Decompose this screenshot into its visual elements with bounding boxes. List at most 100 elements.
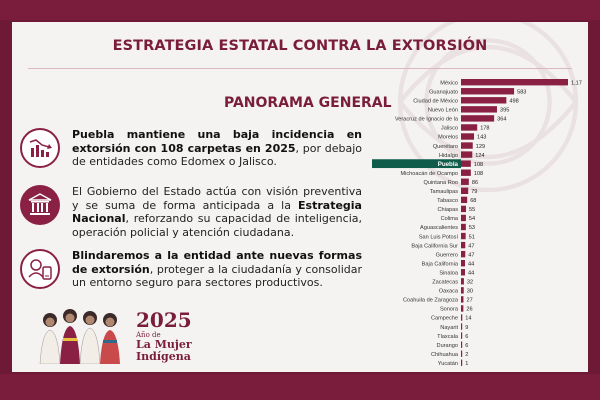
bar-chihuahua [461,350,463,357]
category-label-mexico: México [440,80,458,86]
bar-morelos [461,133,475,140]
value-label-chihuahua: 2 [465,352,468,358]
government-building-icon [20,185,60,225]
category-label-baja-california-sur: Baja California Sur [411,243,458,249]
value-label-tamaulipas: 79 [471,189,477,195]
section-subtitle: PANORAMA GENERAL [224,95,392,111]
value-label-michoacan-de-ocampo: 108 [474,171,483,177]
value-label-sinaloa: 44 [468,270,474,276]
value-label-guerrero: 47 [468,252,474,258]
bar-sonora [461,305,464,312]
category-label-guanajuato: Guanajuato [429,89,458,95]
category-label-nayarit: Nayarit [440,325,458,331]
bar-coahuila-de-zaragoza [461,296,464,303]
women-illustration [39,309,120,365]
brand-sub: Año de [136,331,161,339]
bar-colima [461,214,466,222]
value-label-morelos: 143 [477,135,486,141]
category-label-jalisco: Jalisco [441,126,458,132]
bar-chiapas [461,205,467,213]
value-label-veracruz-de-ignacio-de-la: 364 [497,117,506,123]
point-text: El Gobierno del Estado actúa con visión … [72,185,362,239]
category-label-zacatecas: Zacatecas [432,280,458,286]
phone-headset-icon [20,249,60,289]
value-label-san-luis-potosi: 51 [469,234,475,240]
point-bold: Puebla mantiene una baja incidencia en e… [72,128,362,155]
category-label-baja-california: Baja California [422,261,459,267]
category-label-michoacan-de-ocampo: Michoacán de Ocampo [400,171,458,177]
category-label-tabasco: Tabasco [437,198,458,204]
category-label-san-luis-potosi: San Luis Potosí [419,234,459,240]
value-label-queretaro: 129 [476,144,485,150]
bar-yucatan [461,359,463,366]
bar-mexico [461,79,568,86]
bar-oaxaca [461,287,464,294]
category-label-durango: Durango [437,343,458,349]
category-label-guerrero: Guerrero [436,252,458,258]
value-label-jalisco: 178 [480,126,489,132]
value-label-campeche: 14 [465,316,471,322]
slide-title: ESTRATEGIA ESTATAL CONTRA LA EXTORSIÓN [112,38,488,54]
value-label-zacatecas: 32 [467,280,473,286]
bar-veracruz-de-ignacio-de-la [461,115,495,122]
value-label-tlaxcala: 6 [465,334,468,340]
point-pre: El Gobierno del Estado actúa con visión … [72,185,362,212]
bar-queretaro [461,142,473,149]
value-label-aguascalientes: 53 [469,225,475,231]
title-divider [28,68,572,69]
bar-michoacan-de-ocampo [461,169,471,176]
value-label-oaxaca: 30 [467,289,473,295]
category-label-puebla: Puebla [438,161,459,168]
category-label-tlaxcala: Tlaxcala [437,334,459,340]
bar-san-luis-potosi [461,232,466,240]
point-bold: Estrategia Nacional [72,198,362,226]
category-label-queretaro: Querétaro [433,144,458,150]
bar-nayarit [461,323,463,330]
value-label-chiapas: 55 [469,207,475,213]
point-rest: , proteger a la ciudadanía y consolidar … [72,262,363,290]
slide: ESTRATEGIA ESTATAL CONTRA LA EXTORSIÓN P… [12,22,588,372]
value-label-durango: 6 [465,343,468,349]
top-frame-band [0,0,600,20]
category-label-coahuila-de-zaragoza: Coahuila de Zaragoza [403,298,459,304]
category-label-morelos: Morelos [438,135,458,141]
category-label-oaxaca: Oaxaca [439,289,459,295]
category-label-yucatan: Yucatán [438,361,458,367]
value-label-baja-california: 44 [468,261,474,267]
bar-tabasco [461,196,468,204]
category-label-tamaulipas: Tamaulipas [430,189,458,195]
value-label-quintana-roo: 86 [472,180,478,186]
bar-durango [461,341,463,348]
brand-logo: 2025 Año de La Mujer Indígena [36,304,216,366]
category-label-aguascalientes: Aguascalientes [420,225,458,231]
category-label-colima: Colima [441,216,459,222]
category-label-ciudad-de-mexico: Ciudad de México [413,99,458,105]
bar-chart-decline-icon [20,128,60,168]
value-label-nuevo-leon: 395 [500,108,509,114]
bar-guanajuato [461,88,515,95]
point-rest: , por debajo de entidades como Edomex o … [72,141,363,169]
value-label-sonora: 26 [466,307,472,313]
bottom-frame-band [0,374,600,400]
bar-guerrero [461,250,466,258]
bar-campeche [461,314,463,321]
value-label-coahuila-de-zaragoza: 27 [466,298,472,304]
category-label-chihuahua: Chihuahua [431,352,459,358]
extortion-bar-chart: México 1,175 Guanajuato 583 Ciudad de México… [372,79,582,367]
bar-zacatecas [461,278,464,285]
point-text: Blindaremos a la entidad ante nuevas for… [72,249,362,290]
brand-year: 2025 [136,308,192,332]
brand-name: La Mujer Indígena [136,339,192,363]
bar-baja-california-sur [461,241,466,249]
point-text: Puebla mantiene una baja incidencia en e… [72,128,362,169]
bar-ciudad-de-mexico [461,97,507,104]
value-label-nayarit: 9 [465,325,468,331]
value-label-baja-california-sur: 47 [468,243,474,249]
bar-jalisco [461,124,478,131]
bar-puebla [461,160,471,167]
category-label-sinaloa: Sinaloa [439,270,459,276]
value-label-mexico: 1,175 [571,80,582,86]
value-label-puebla: 108 [474,162,483,168]
bar-nuevo-leon [461,106,497,113]
point-rest: , reforzando su capacidad de inteligenci… [72,212,362,239]
